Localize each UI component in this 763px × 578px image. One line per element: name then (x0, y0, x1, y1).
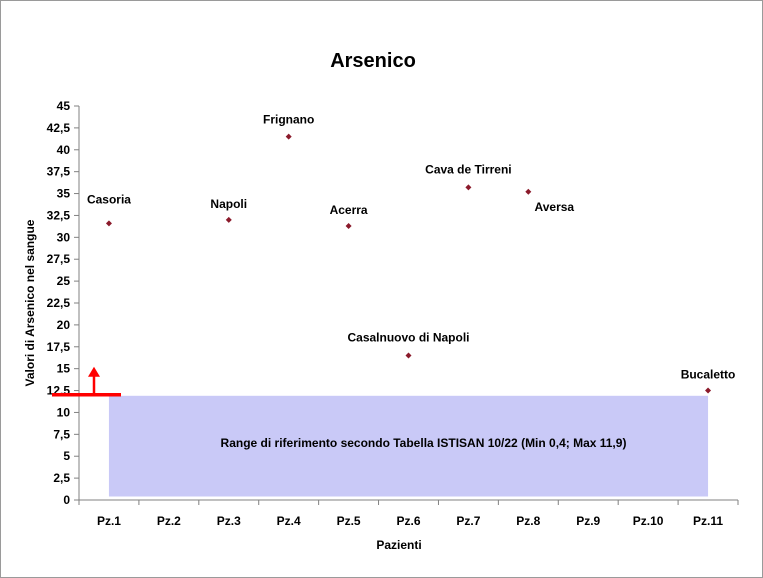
x-tick-label: Pz.4 (277, 514, 301, 528)
data-point-label: Aversa (535, 200, 575, 214)
data-point (465, 184, 472, 191)
data-points: Casoria Napoli Frignano Acerra Casalnuovo di… (87, 113, 735, 394)
reference-range-band (108, 395, 709, 497)
y-tick-label: 7,5 (53, 427, 70, 441)
data-point-label: Bucaletto (681, 368, 736, 382)
data-point (525, 188, 532, 195)
y-tick-label: 27,5 (47, 252, 71, 266)
data-point-label: Acerra (330, 203, 368, 217)
x-tick-label: Pz.3 (217, 514, 241, 528)
x-tick-label: Pz.10 (633, 514, 664, 528)
x-tick-label: Pz.11 (693, 514, 723, 528)
data-point (105, 220, 112, 227)
data-point-label: Casoria (87, 192, 131, 206)
y-tick-label: 35 (57, 187, 71, 201)
y-axis-label: Valori di Arsenico nel sangue (23, 219, 37, 386)
y-tick-label: 37,5 (47, 165, 71, 179)
data-point-label: Frignano (263, 113, 314, 127)
y-tick-label: 42,5 (47, 121, 71, 135)
y-tick-label: 2,5 (53, 471, 70, 485)
y-tick-label: 32,5 (47, 208, 71, 222)
y-tick-label: 17,5 (47, 340, 71, 354)
y-tick-label: 25 (57, 274, 71, 288)
y-tick-label: 15 (57, 362, 71, 376)
x-tick-label: Pz.8 (516, 514, 540, 528)
data-point (285, 133, 292, 140)
y-tick-label: 0 (63, 493, 70, 507)
data-point (225, 216, 232, 223)
data-point-label: Cava de Tirreni (425, 162, 511, 176)
reference-range-label: Range di riferimento secondo Tabella IST… (221, 436, 627, 450)
y-tick-label: 22,5 (47, 296, 71, 310)
y-tick-label: 45 (57, 99, 71, 113)
y-tick-label: 10 (57, 405, 71, 419)
x-tick-label: Pz.6 (396, 514, 420, 528)
threshold-arrow-head (88, 366, 100, 377)
y-tick-label: 40 (57, 143, 71, 157)
axes: 02,557,51012,51517,52022,52527,53032,535… (47, 99, 739, 528)
x-tick-label: Pz.2 (157, 514, 181, 528)
x-axis-label: Pazienti (376, 538, 421, 552)
x-tick-label: Pz.7 (456, 514, 480, 528)
data-point-label: Napoli (210, 197, 247, 211)
reference-range-layer: Range di riferimento secondo Tabella IST… (108, 395, 709, 497)
data-point (345, 222, 352, 229)
y-tick-label: 30 (57, 230, 71, 244)
y-tick-label: 20 (57, 318, 71, 332)
x-tick-label: Pz.1 (97, 514, 121, 528)
x-tick-label: Pz.9 (576, 514, 600, 528)
y-tick-label: 5 (63, 449, 70, 463)
x-tick-label: Pz.5 (337, 514, 361, 528)
data-point-label: Casalnuovo di Napoli (347, 331, 469, 345)
data-point (405, 352, 412, 359)
data-point (705, 387, 712, 394)
chart-title: Arsenico (330, 50, 416, 72)
